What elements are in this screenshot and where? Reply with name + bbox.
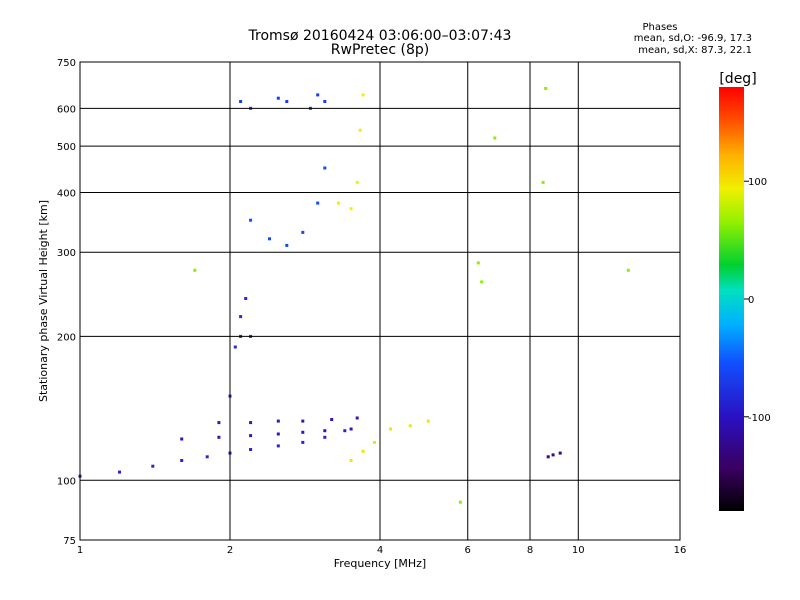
x-tick-label: 6: [465, 545, 471, 556]
data-point: [276, 419, 280, 423]
data-point: [276, 96, 280, 100]
stats-heading: Phases: [642, 22, 677, 33]
data-point: [239, 100, 243, 103]
y-tick-label: 500: [57, 142, 76, 153]
data-point: [323, 100, 327, 103]
y-axis-label: Stationary phase Virtual Height [km]: [37, 200, 50, 402]
stats-x: mean, sd,X: 87.3, 22.1: [638, 45, 752, 56]
colorbar-tick-label: -100: [748, 413, 771, 424]
y-tick-label: 100: [57, 476, 76, 487]
chart-subtitle: RwPretec (8p): [331, 42, 429, 58]
plot-frame: [79, 61, 681, 541]
data-point: [249, 421, 253, 425]
data-point: [323, 429, 327, 433]
data-point: [316, 93, 320, 97]
stats-o: mean, sd,O: -96.9, 17.3: [634, 33, 752, 44]
data-point: [358, 128, 362, 132]
x-axis-label: Frequency [MHz]: [334, 557, 426, 570]
data-point: [249, 218, 253, 222]
x-axis: 1 2 4 6 8 10 16: [77, 545, 687, 556]
chart-title: Tromsø 20160424 03:06:00–03:07:43: [248, 28, 512, 44]
y-tick-label: 600: [57, 104, 76, 115]
x-tick-label: 8: [527, 545, 533, 556]
data-point: [626, 268, 630, 272]
data-point: [239, 315, 243, 319]
data-point: [118, 470, 121, 474]
data-point: [361, 93, 365, 97]
scatter-points: [78, 87, 630, 504]
data-point: [349, 427, 353, 431]
y-tick-label: 75: [63, 536, 76, 547]
data-point: [301, 230, 305, 234]
data-point: [217, 421, 221, 425]
data-point: [480, 280, 484, 284]
x-tick-label: 2: [227, 545, 233, 556]
data-point: [217, 435, 221, 439]
data-point: [244, 297, 248, 300]
data-point: [476, 261, 480, 265]
data-point: [323, 166, 327, 170]
data-point: [493, 136, 497, 140]
data-point: [426, 419, 430, 423]
data-point: [233, 345, 237, 349]
data-point: [249, 434, 253, 438]
data-point: [193, 268, 197, 272]
data-point: [373, 440, 376, 444]
data-point: [355, 180, 359, 184]
data-point: [389, 427, 393, 431]
data-point: [180, 459, 184, 462]
colorbar: [719, 87, 744, 511]
data-point: [558, 451, 562, 455]
data-point: [361, 449, 365, 453]
data-point: [301, 440, 305, 444]
colorbar-ticks: 100 0 -100: [744, 177, 771, 424]
data-point: [180, 437, 184, 441]
data-point: [301, 430, 305, 434]
data-point: [151, 464, 155, 468]
data-point: [336, 201, 340, 205]
data-point: [355, 416, 359, 420]
x-tick-label: 10: [572, 545, 585, 556]
data-point: [343, 429, 347, 433]
data-point: [349, 459, 353, 462]
data-point: [349, 207, 353, 211]
data-point: [546, 455, 550, 459]
data-point: [276, 444, 280, 448]
colorbar-tick-label: 100: [748, 177, 767, 188]
data-point: [285, 243, 289, 247]
y-tick-label: 400: [57, 188, 76, 199]
x-tick-label: 16: [674, 545, 687, 556]
colorbar-label: [deg]: [719, 71, 756, 87]
grid-lines: [80, 62, 680, 540]
data-point: [330, 418, 334, 421]
y-tick-label: 200: [57, 332, 76, 343]
data-point: [205, 455, 209, 459]
data-point: [551, 453, 555, 457]
data-point: [276, 432, 280, 436]
data-point: [544, 87, 548, 90]
data-point: [301, 419, 305, 423]
data-point: [249, 448, 253, 451]
y-tick-label: 300: [57, 248, 76, 259]
data-point: [541, 180, 545, 184]
y-tick-label: 750: [57, 58, 76, 69]
x-tick-label: 4: [377, 545, 383, 556]
data-point: [458, 500, 462, 504]
x-tick-label: 1: [77, 545, 83, 556]
data-point: [316, 201, 320, 205]
data-point: [268, 237, 271, 241]
data-point: [408, 424, 412, 428]
colorbar-tick-label: 0: [748, 295, 754, 306]
y-axis: 75 100 200 300 400 500 600 750: [57, 58, 76, 547]
data-point: [285, 100, 289, 103]
data-point: [323, 435, 327, 439]
